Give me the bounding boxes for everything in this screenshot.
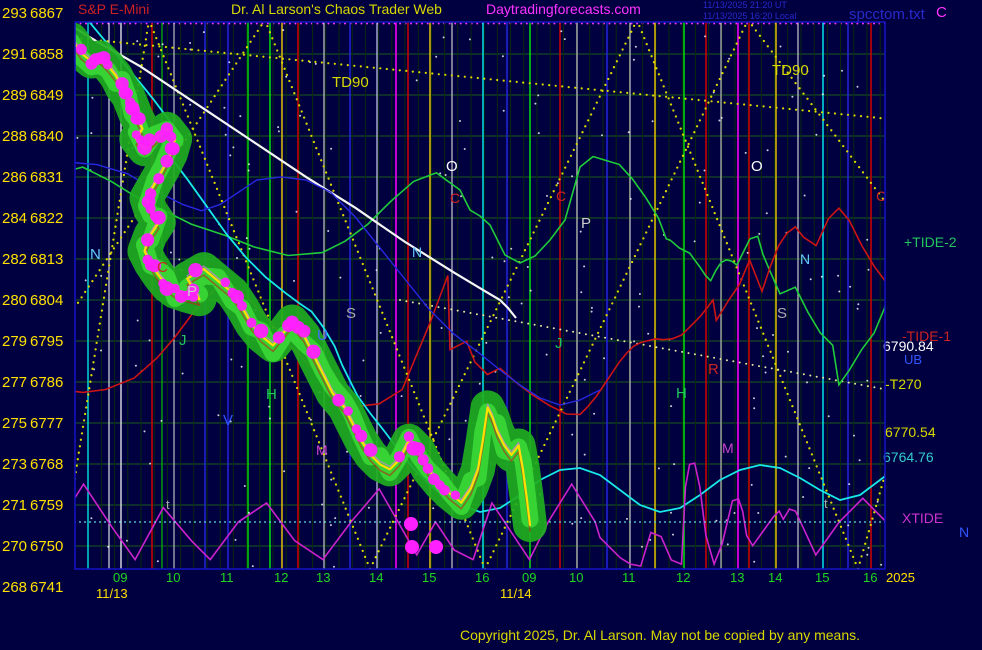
svg-text:11: 11 xyxy=(220,570,234,585)
svg-text:TD90: TD90 xyxy=(772,62,809,79)
svg-text:11/13/2025 21:20 UT: 11/13/2025 21:20 UT xyxy=(703,0,787,10)
svg-text:286: 286 xyxy=(2,169,27,186)
svg-text:277: 277 xyxy=(2,374,27,391)
svg-text:6795: 6795 xyxy=(30,333,63,350)
svg-text:H: H xyxy=(266,386,277,403)
svg-text:6849: 6849 xyxy=(30,87,63,104)
svg-text:289: 289 xyxy=(2,87,27,104)
svg-text:N: N xyxy=(412,244,422,260)
svg-text:15: 15 xyxy=(815,570,829,585)
svg-text:N: N xyxy=(959,524,969,540)
svg-text:271: 271 xyxy=(2,497,27,514)
svg-text:12: 12 xyxy=(676,570,690,585)
svg-text:Daytradingforecasts.com: Daytradingforecasts.com xyxy=(486,1,641,17)
svg-text:H: H xyxy=(676,385,687,402)
svg-text:Copyright 2025, Dr. Al Larson.: Copyright 2025, Dr. Al Larson. May not b… xyxy=(460,627,860,643)
svg-text:10: 10 xyxy=(166,570,180,585)
svg-text:J: J xyxy=(555,335,563,352)
svg-text:P: P xyxy=(581,215,591,232)
svg-text:282: 282 xyxy=(2,251,27,268)
svg-text:6777: 6777 xyxy=(30,415,63,432)
svg-text:-T270: -T270 xyxy=(885,376,922,392)
svg-text:284: 284 xyxy=(2,210,27,227)
svg-text:C: C xyxy=(450,190,460,206)
svg-text:O: O xyxy=(751,158,763,175)
svg-text:6786: 6786 xyxy=(30,374,63,391)
svg-text:6858: 6858 xyxy=(30,46,63,63)
svg-text:6770.54: 6770.54 xyxy=(885,424,936,440)
svg-text:V: V xyxy=(223,412,233,429)
svg-text:14: 14 xyxy=(768,570,782,585)
svg-text:UB: UB xyxy=(904,352,922,367)
svg-text:11/13/2025 16:20 Local: 11/13/2025 16:20 Local xyxy=(703,11,796,21)
svg-text:288: 288 xyxy=(2,128,27,145)
svg-text:6831: 6831 xyxy=(30,169,63,186)
svg-text:6750: 6750 xyxy=(30,538,63,555)
svg-text:2025: 2025 xyxy=(886,570,915,585)
svg-text:U: U xyxy=(317,327,328,344)
svg-text:293: 293 xyxy=(2,5,27,22)
svg-text:11/14: 11/14 xyxy=(500,586,532,601)
svg-text:C: C xyxy=(936,4,947,21)
svg-text:6768: 6768 xyxy=(30,456,63,473)
svg-text:16: 16 xyxy=(863,570,877,585)
svg-text:M: M xyxy=(722,440,734,456)
svg-text:12: 12 xyxy=(274,570,288,585)
svg-text:spcctom.txt: spcctom.txt xyxy=(849,6,926,23)
svg-text:XTIDE: XTIDE xyxy=(902,510,943,526)
svg-text:275: 275 xyxy=(2,415,27,432)
svg-text:TD90: TD90 xyxy=(332,74,369,91)
svg-text:6759: 6759 xyxy=(30,497,63,514)
svg-text:M: M xyxy=(316,442,328,458)
svg-text:11: 11 xyxy=(622,570,636,585)
svg-text:Dr. Al Larson's Chaos Trader W: Dr. Al Larson's Chaos Trader Web xyxy=(231,1,442,17)
svg-text:+TIDE-2: +TIDE-2 xyxy=(904,234,957,250)
svg-text:N: N xyxy=(800,251,810,267)
svg-text:279: 279 xyxy=(2,333,27,350)
svg-text:09: 09 xyxy=(113,570,127,585)
svg-text:13: 13 xyxy=(316,570,330,585)
svg-text:14: 14 xyxy=(369,570,383,585)
svg-text:291: 291 xyxy=(2,46,27,63)
svg-text:273: 273 xyxy=(2,456,27,473)
svg-text:268: 268 xyxy=(2,579,27,596)
svg-text:6764.76: 6764.76 xyxy=(883,449,934,465)
svg-text:16: 16 xyxy=(475,570,489,585)
svg-text:C: C xyxy=(556,188,566,204)
svg-text:S: S xyxy=(777,305,787,322)
svg-text:10: 10 xyxy=(569,570,583,585)
svg-text:11/13: 11/13 xyxy=(96,586,128,601)
svg-text:R: R xyxy=(708,361,719,378)
svg-text:S: S xyxy=(346,305,356,322)
svg-text:6741: 6741 xyxy=(30,579,63,596)
svg-text:280: 280 xyxy=(2,292,27,309)
svg-text:15: 15 xyxy=(422,570,436,585)
svg-text:6867: 6867 xyxy=(30,5,63,22)
svg-text:09: 09 xyxy=(522,570,536,585)
svg-text:C: C xyxy=(157,259,168,276)
svg-text:6804: 6804 xyxy=(30,292,63,309)
svg-text:13: 13 xyxy=(730,570,744,585)
svg-text:6813: 6813 xyxy=(30,251,63,268)
svg-text:P: P xyxy=(187,283,197,300)
svg-text:N: N xyxy=(90,246,101,263)
svg-text:t: t xyxy=(166,497,170,512)
svg-text:J: J xyxy=(179,332,187,349)
svg-text:6840: 6840 xyxy=(30,128,63,145)
svg-text:270: 270 xyxy=(2,538,27,555)
svg-text:t: t xyxy=(824,496,828,511)
svg-text:O: O xyxy=(446,158,458,175)
svg-text:6822: 6822 xyxy=(30,210,63,227)
svg-text:S&P E-Mini: S&P E-Mini xyxy=(78,1,149,17)
